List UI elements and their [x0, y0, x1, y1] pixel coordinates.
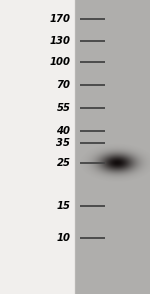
Text: 35: 35 — [57, 138, 70, 148]
Text: 10: 10 — [57, 233, 70, 243]
Text: 25: 25 — [57, 158, 70, 168]
FancyBboxPatch shape — [75, 0, 150, 294]
Text: 100: 100 — [50, 57, 70, 67]
Text: 70: 70 — [57, 80, 70, 90]
Text: 40: 40 — [57, 126, 70, 136]
Text: 170: 170 — [50, 14, 70, 24]
Text: 130: 130 — [50, 36, 70, 46]
Text: 55: 55 — [57, 103, 70, 113]
Text: 15: 15 — [57, 201, 70, 211]
